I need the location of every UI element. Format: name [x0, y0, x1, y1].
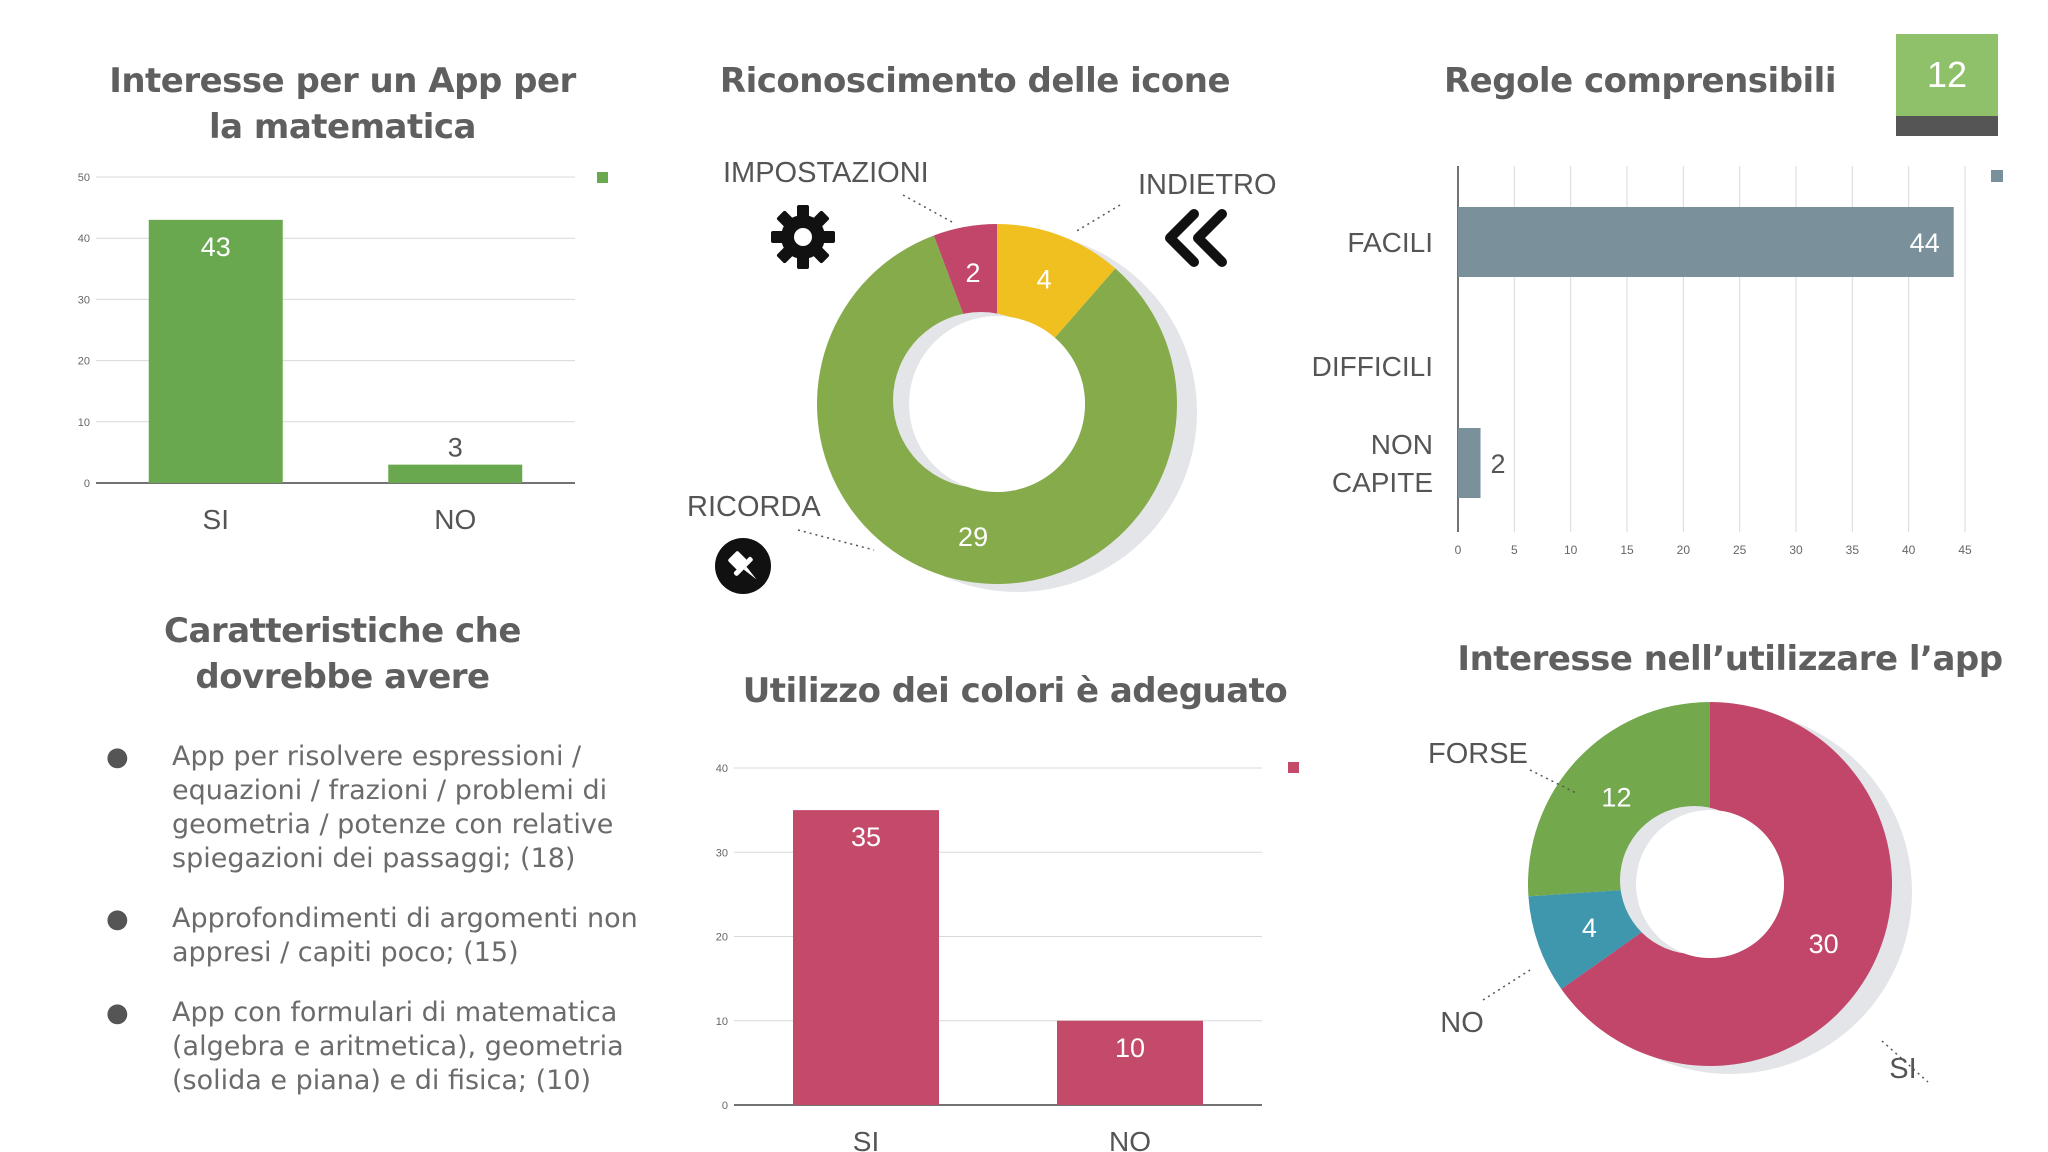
- pie-slice: [1561, 702, 1893, 1067]
- pie-slice: [1528, 889, 1650, 989]
- pie-slice: [817, 235, 1178, 584]
- legend-swatch: [597, 172, 608, 183]
- y-tick-label: 40: [78, 233, 90, 245]
- x-tick-label: 30: [1789, 543, 1803, 557]
- badge-underline: [1896, 116, 1998, 136]
- x-tick-label: 20: [1677, 543, 1691, 557]
- y-tick-label: 0: [722, 1100, 728, 1112]
- chart3-title: Regole comprensibili: [1444, 61, 1837, 101]
- y-tick-label: 10: [716, 1016, 728, 1028]
- chart1-title: Interesse per un App per la matematica: [109, 61, 576, 147]
- data-label: 12: [1601, 783, 1631, 813]
- data-label: 43: [201, 232, 231, 262]
- page-number-badge: 12: [1896, 34, 1998, 136]
- leader-line: [1482, 969, 1531, 1001]
- data-label: 2: [966, 258, 981, 288]
- donut-hole: [1636, 810, 1784, 958]
- x-tick-label: SI: [853, 1126, 879, 1152]
- list-item: ● Approfondimenti di argomenti non appres…: [100, 902, 640, 970]
- list-item-text: App con formulari di matematica (algebra…: [172, 997, 624, 1096]
- bullet-icon: ●: [106, 904, 129, 934]
- slice-label: FORSE: [1428, 738, 1528, 770]
- leader-line: [1881, 1040, 1929, 1083]
- list-item-text: App per risolvere espressioni / equazion…: [172, 741, 614, 874]
- data-label: 10: [1115, 1033, 1145, 1063]
- chart6-title: Interesse nell’utilizzare l’app: [1457, 639, 2003, 679]
- legend-swatch: [1991, 170, 2003, 182]
- list-item: ● App per risolvere espressioni / equazio…: [100, 740, 640, 876]
- y-tick-label: NON: [1371, 429, 1433, 460]
- legend-swatch: [1288, 762, 1299, 773]
- slice-label: INDIETRO: [1138, 169, 1277, 201]
- data-label: 35: [851, 822, 881, 852]
- y-tick-label: 50: [78, 172, 90, 184]
- slice-label: IMPOSTAZIONI: [723, 157, 929, 189]
- y-tick-label: 40: [716, 763, 728, 775]
- list-item-text: Approfondimenti di argomenti non appresi…: [172, 903, 638, 968]
- x-tick-label: 15: [1620, 543, 1634, 557]
- y-tick-label: 0: [84, 478, 90, 490]
- x-tick-label: 35: [1846, 543, 1860, 557]
- bullet-icon: ●: [106, 998, 129, 1028]
- data-label: 4: [1037, 265, 1052, 295]
- data-label: 44: [1910, 228, 1940, 258]
- x-tick-label: 5: [1511, 543, 1518, 557]
- double-chevron-left-icon: [1165, 209, 1227, 267]
- slice-label: SI: [1889, 1053, 1916, 1085]
- data-label: 30: [1809, 929, 1839, 959]
- chart5-title: Utilizzo dei colori è adeguato: [742, 671, 1288, 711]
- data-label: 29: [958, 522, 988, 552]
- bar: [1458, 428, 1481, 498]
- leader-line: [902, 194, 953, 223]
- x-tick-label: NO: [1109, 1126, 1151, 1152]
- donut-hole: [909, 316, 1085, 492]
- y-tick-label: 20: [716, 932, 728, 944]
- chart2-title: Riconoscimento delle icone: [719, 61, 1231, 101]
- y-tick-label: 30: [78, 294, 90, 306]
- x-tick-label: 10: [1564, 543, 1578, 557]
- pin-icon: [715, 538, 771, 594]
- bar: [148, 219, 283, 483]
- x-tick-label: SI: [203, 504, 229, 535]
- data-label: 2: [1491, 449, 1506, 479]
- x-tick-label: 40: [1902, 543, 1916, 557]
- y-tick-label: 10: [78, 417, 90, 429]
- slice-label: NO: [1440, 1007, 1484, 1039]
- x-tick-label: 25: [1733, 543, 1747, 557]
- pie-slice: [1528, 702, 1711, 897]
- bar: [1057, 1020, 1203, 1105]
- bar: [1458, 207, 1954, 277]
- features-title: Caratteristiche che dovrebbe avere: [164, 611, 521, 697]
- pie-slice: [933, 224, 997, 322]
- x-tick-label: 0: [1455, 543, 1462, 557]
- page-number: 12: [1896, 34, 1998, 116]
- y-tick-label: 20: [78, 356, 90, 368]
- leader-line: [1074, 204, 1121, 233]
- bar: [793, 810, 939, 1105]
- y-tick-label: CAPITE: [1332, 467, 1433, 498]
- list-item: ● App con formulari di matematica (algebr…: [100, 996, 640, 1098]
- bullet-icon: ●: [106, 742, 129, 772]
- pie-slice: [997, 224, 1116, 338]
- y-tick-label: DIFFICILI: [1312, 351, 1433, 382]
- x-tick-label: NO: [434, 504, 476, 535]
- data-label: 4: [1582, 913, 1597, 943]
- bar: [388, 464, 523, 483]
- leader-line: [1529, 769, 1577, 794]
- features-list: ● App per risolvere espressioni / equazio…: [100, 740, 640, 1124]
- slice-label: RICORDA: [687, 491, 821, 523]
- leader-line: [797, 529, 875, 551]
- y-tick-label: FACILI: [1347, 227, 1433, 258]
- y-tick-label: 30: [716, 847, 728, 859]
- gear-icon: [771, 205, 835, 269]
- x-tick-label: 45: [1958, 543, 1972, 557]
- data-label: 3: [448, 433, 463, 463]
